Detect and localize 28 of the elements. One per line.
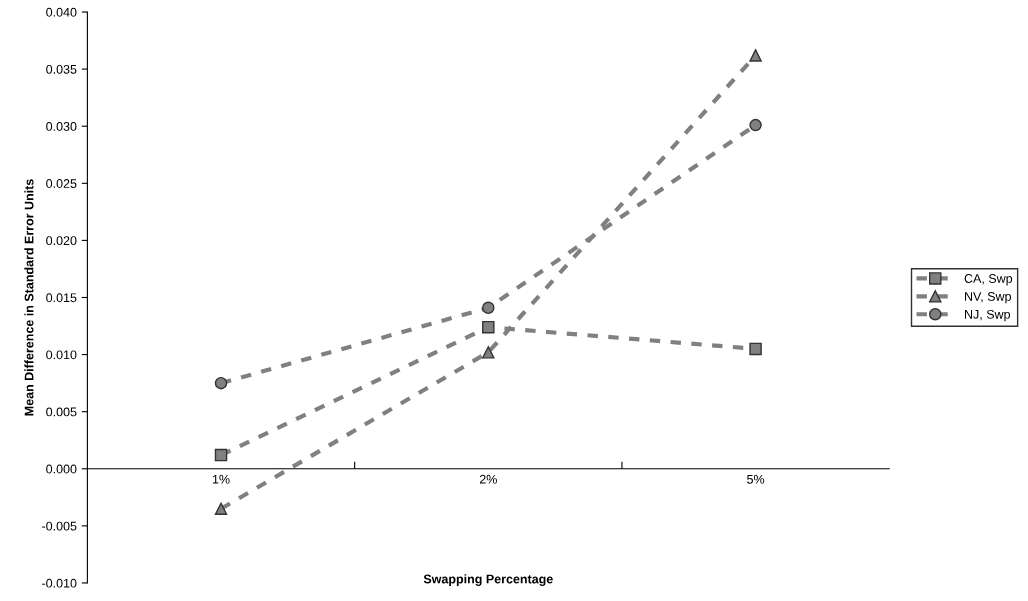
x-tick-label: 1% (212, 474, 230, 484)
x-axis-title: Swapping Percentage (423, 574, 553, 586)
y-tick-label: 0.025 (46, 179, 77, 188)
y-tick-label: 0.020 (46, 236, 77, 246)
y-tick-label: 0.005 (46, 407, 77, 417)
point (749, 118, 762, 132)
y-tick-label: 0.035 (46, 64, 77, 74)
y-tick-label: 0.000 (46, 464, 77, 474)
x-tick-label: 2% (479, 474, 497, 484)
y-axis-title: Mean Difference in Standard Error Units (24, 179, 34, 416)
point (749, 49, 762, 62)
legend-label: NV, Swp (965, 292, 1011, 304)
x-tick-label: 5% (747, 474, 765, 484)
legend-label: NJ, Swp (965, 309, 1011, 322)
point (482, 301, 495, 315)
y-tick-label: 0.040 (46, 7, 77, 17)
point (214, 502, 228, 515)
y-tick-label: -0.005 (42, 521, 77, 531)
point (214, 448, 228, 462)
y-tick-label: -0.010 (42, 578, 77, 588)
y-tick-label: 0.010 (46, 350, 77, 360)
point (749, 342, 762, 356)
point (214, 376, 228, 390)
legend-label: CA, Swp (964, 274, 1013, 286)
y-tick-label: 0.030 (46, 122, 77, 131)
point (482, 346, 495, 359)
y-tick-label: 0.015 (46, 293, 77, 303)
point (482, 320, 495, 334)
